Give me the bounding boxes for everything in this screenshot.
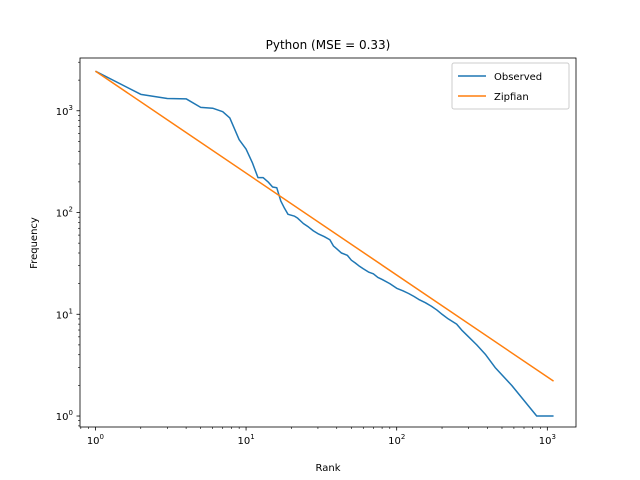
legend-box [451,62,570,110]
series-line-observed [95,70,554,417]
legend-label-zipfian: Zipfian [494,92,529,103]
y-tick-label: 100 [56,409,73,423]
axes-background [80,58,576,427]
x-tick-label: 102 [388,433,405,447]
x-axis: 100 101 102 103 [80,427,556,447]
legend: Observed Zipfian [451,62,570,110]
x-axis-label: Rank [316,463,341,474]
y-tick-label: 101 [56,307,73,321]
y-axis-label: Frequency [29,217,40,269]
chart-title: Python (MSE = 0.33) [266,38,391,52]
y-tick-label: 102 [56,206,73,220]
x-tick-label: 100 [87,433,104,447]
legend-label-observed: Observed [494,72,542,83]
x-tick-label: 101 [237,433,254,447]
y-axis: 100 101 102 103 [56,61,80,427]
y-tick-label: 103 [56,104,73,118]
x-tick-label: 103 [539,433,556,447]
axes-frame [79,57,577,428]
plot-area [80,58,576,427]
series-line-zipfian [94,70,554,382]
series-layer [94,70,554,417]
